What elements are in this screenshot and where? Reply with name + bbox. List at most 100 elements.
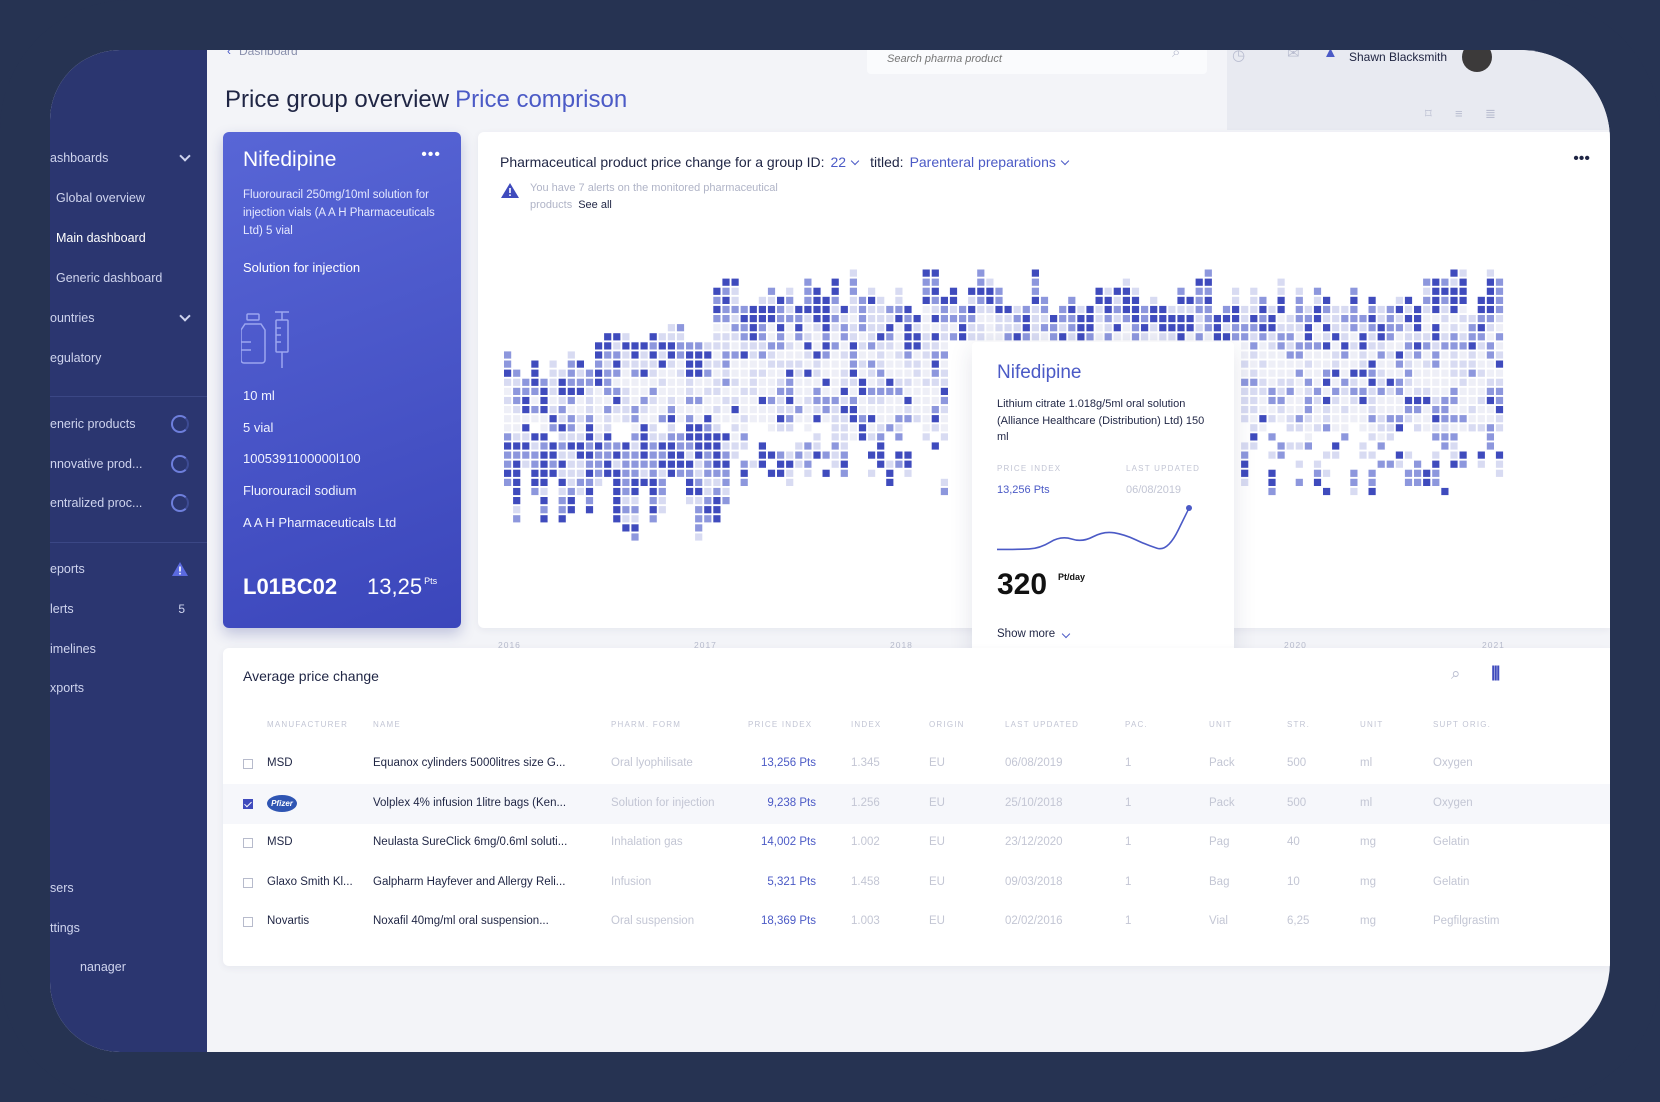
- table-row[interactable]: MSD Equanox cylinders 5000litres size G..…: [223, 744, 1610, 784]
- sidebar-item-global-overview[interactable]: Global overview: [50, 183, 207, 213]
- column-header[interactable]: STR.: [1287, 720, 1311, 729]
- more-options-icon[interactable]: •••: [421, 146, 441, 163]
- sidebar-item-reports[interactable]: eports: [50, 554, 207, 584]
- sidebar-item-exports[interactable]: xports: [50, 673, 207, 703]
- heatmap-cell: [649, 342, 657, 350]
- column-header[interactable]: UNIT: [1209, 720, 1233, 729]
- heatmap-cell: [1423, 333, 1431, 341]
- row-checkbox[interactable]: [243, 877, 253, 888]
- heatmap-cell: [822, 324, 830, 332]
- column-header[interactable]: LAST UPDATED: [1005, 720, 1080, 729]
- table-row[interactable]: Novartis Noxafil 40mg/ml oral suspension.…: [223, 902, 1610, 942]
- sidebar-item-users[interactable]: sers: [50, 873, 207, 903]
- bookmark-icon[interactable]: ⌑: [1425, 106, 1432, 121]
- sidebar-item-main-dashboard[interactable]: Main dashboard: [50, 223, 207, 253]
- breadcrumb[interactable]: ‹ Dashboard: [227, 50, 298, 58]
- sidebar-item-settings[interactable]: ttings: [50, 913, 207, 943]
- heatmap-cell: [895, 424, 903, 432]
- group-id-select[interactable]: 22: [830, 154, 847, 170]
- column-header[interactable]: ORIGIN: [929, 720, 965, 729]
- sidebar-item-timelines[interactable]: imelines: [50, 634, 207, 664]
- chevron-down-icon[interactable]: [1060, 156, 1070, 166]
- heatmap-cell: [986, 324, 994, 332]
- row-checkbox[interactable]: [243, 798, 253, 809]
- column-header[interactable]: SUPT ORIG.: [1433, 720, 1492, 729]
- column-header[interactable]: MANUFACTURER: [267, 720, 349, 729]
- search-icon[interactable]: ⌕: [1172, 50, 1181, 61]
- heatmap-cell: [658, 497, 666, 505]
- search-input[interactable]: [867, 50, 1207, 74]
- column-header[interactable]: INDEX: [851, 720, 882, 729]
- heatmap-cell: [1486, 333, 1494, 341]
- heatmap-cell: [558, 396, 566, 405]
- avatar[interactable]: [1462, 50, 1492, 72]
- heatmap-cell: [1377, 387, 1385, 395]
- sidebar-item-regulatory[interactable]: egulatory: [50, 343, 207, 373]
- column-header[interactable]: PRICE INDEX: [748, 720, 813, 729]
- heatmap-cell: [686, 378, 694, 386]
- search-icon[interactable]: ⌕: [1451, 664, 1461, 683]
- heatmap-cell: [1414, 351, 1422, 359]
- heatmap-cell: [804, 451, 812, 459]
- heatmap-cell: [786, 315, 794, 323]
- sidebar-item-dashboards[interactable]: ashboards: [50, 143, 207, 173]
- heatmap-cell: [922, 415, 930, 423]
- heatmap-cell: [595, 442, 603, 450]
- table-row[interactable]: Glaxo Smith Kl... Galpharm Hayfever and A…: [223, 863, 1610, 903]
- heatmap-cell: [676, 351, 685, 359]
- price-heatmap[interactable]: [478, 132, 1610, 628]
- more-options-icon[interactable]: •••: [1573, 150, 1590, 167]
- heatmap-cell: [767, 360, 776, 368]
- column-header[interactable]: PAC.: [1125, 720, 1148, 729]
- heatmap-cell: [1468, 424, 1476, 432]
- clock-icon[interactable]: ◷: [1232, 50, 1246, 64]
- heatmap-cell: [922, 360, 930, 368]
- sidebar-item-generic-dashboard[interactable]: Generic dashboard: [50, 263, 207, 293]
- heatmap-cell: [585, 415, 594, 423]
- heatmap-cell: [722, 278, 730, 286]
- sidebar-item-countries[interactable]: ountries: [50, 303, 207, 333]
- sort-icon[interactable]: ≣: [1485, 106, 1496, 121]
- heatmap-cell: [868, 369, 876, 377]
- sidebar-item-centralized-procedures[interactable]: entralized proc...: [50, 488, 207, 518]
- table-row[interactable]: Pfizer Volplex 4% infusion 1litre bags (K…: [223, 783, 1610, 824]
- manufacturer-logo: Pfizer: [267, 794, 297, 812]
- group-title-select[interactable]: Parenteral preparations: [909, 154, 1056, 170]
- show-more-button[interactable]: Show more: [997, 628, 1071, 640]
- user-name[interactable]: Shawn Blacksmith: [1349, 50, 1448, 64]
- heatmap-cell: [549, 424, 557, 432]
- sidebar-item-manager[interactable]: nanager: [50, 952, 207, 982]
- sidebar-item-generic-products[interactable]: eneric products: [50, 409, 207, 439]
- heatmap-cell: [1459, 360, 1467, 368]
- column-header[interactable]: PHARM. FORM: [611, 720, 682, 729]
- heatmap-cell: [595, 415, 603, 423]
- heatmap-cell: [1432, 324, 1440, 332]
- column-header[interactable]: NAME: [373, 720, 401, 729]
- heatmap-cell: [868, 406, 876, 414]
- mail-icon[interactable]: ✉: [1287, 50, 1300, 62]
- column-header[interactable]: UNIT: [1360, 720, 1384, 729]
- sidebar-item-innovative-products[interactable]: nnovative prod...: [50, 449, 207, 479]
- heatmap-cell: [758, 415, 766, 423]
- sidebar-item-alerts[interactable]: lerts 5: [50, 594, 207, 624]
- see-all-link[interactable]: See all: [578, 199, 612, 211]
- table-row[interactable]: MSD Neulasta SureClick 6mg/0.6ml soluti..…: [223, 823, 1610, 863]
- bell-icon[interactable]: ▲: [1323, 50, 1338, 61]
- heatmap-cell: [1204, 287, 1212, 295]
- heatmap-cell: [813, 451, 821, 459]
- heatmap-cell: [1313, 406, 1322, 414]
- row-checkbox[interactable]: [243, 838, 253, 848]
- columns-icon[interactable]: |||: [1491, 664, 1501, 681]
- heatmap-cell: [531, 415, 539, 423]
- chevron-down-icon[interactable]: [850, 156, 860, 166]
- heatmap-cell: [886, 305, 894, 314]
- page-subtitle-link[interactable]: Price comprison: [455, 86, 628, 113]
- filter-icon[interactable]: ≡: [1455, 106, 1463, 121]
- product-card[interactable]: Nifedipine ••• Fluorouracil 250mg/10ml s…: [223, 132, 461, 628]
- heatmap-cell: [1268, 351, 1276, 359]
- heatmap-cell: [1295, 396, 1303, 405]
- heatmap-cell: [1414, 342, 1422, 350]
- heatmap-cell: [504, 351, 512, 359]
- row-checkbox[interactable]: [243, 759, 253, 769]
- row-checkbox[interactable]: [243, 917, 253, 927]
